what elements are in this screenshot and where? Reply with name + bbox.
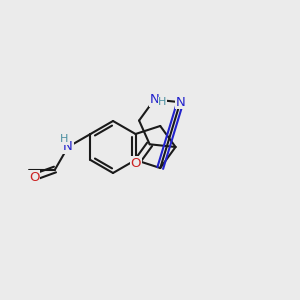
Text: N: N bbox=[63, 140, 73, 154]
Text: O: O bbox=[131, 157, 141, 170]
Text: N: N bbox=[149, 93, 159, 106]
Text: N: N bbox=[176, 96, 185, 109]
Text: H: H bbox=[60, 134, 68, 144]
Text: H: H bbox=[158, 98, 166, 107]
Text: O: O bbox=[29, 171, 39, 184]
